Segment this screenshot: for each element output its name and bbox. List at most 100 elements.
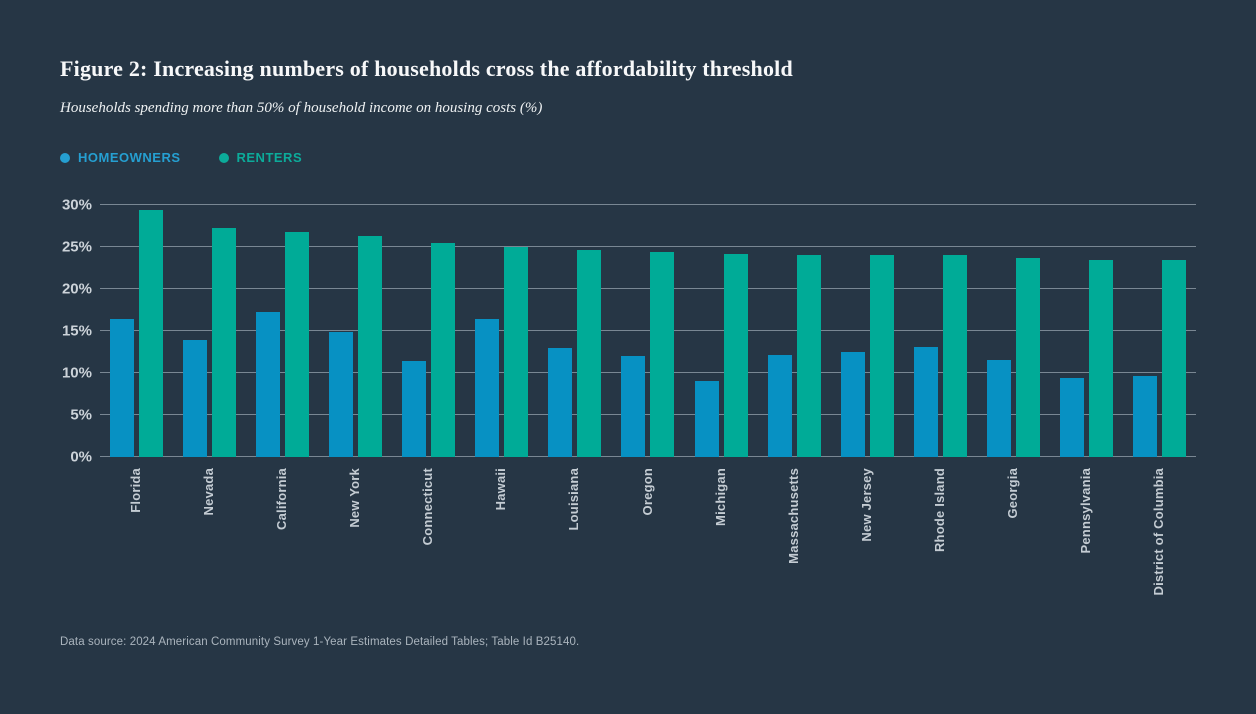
x-axis: Florida Nevada California New York Connectic… — [100, 468, 1196, 596]
x-axis-label: Florida — [128, 468, 144, 513]
bar-group — [1123, 205, 1196, 457]
x-axis-label-cell: Florida — [100, 468, 173, 596]
bar-group — [904, 205, 977, 457]
x-axis-label-cell: Georgia — [977, 468, 1050, 596]
bar-group — [831, 205, 904, 457]
x-axis-label-cell: Connecticut — [392, 468, 465, 596]
y-axis-tick-label: 10% — [61, 364, 92, 382]
bar-groups — [100, 205, 1196, 457]
bar-group — [685, 205, 758, 457]
bar-group — [977, 205, 1050, 457]
renters-bar — [577, 250, 602, 457]
bar-group — [538, 205, 611, 457]
bar-group — [758, 205, 831, 457]
x-axis-label: Massachusetts — [785, 468, 801, 564]
gridline — [100, 414, 1196, 415]
renters-legend-label: RENTERS — [236, 150, 303, 165]
bar-group — [392, 205, 465, 457]
chart-legend: HOMEOWNERS RENTERS — [60, 150, 302, 165]
homeowners-bar — [256, 311, 281, 457]
renters-bar — [796, 254, 821, 457]
renters-legend-dot-icon — [218, 152, 229, 163]
x-axis-label-cell: Rhode Island — [904, 468, 977, 596]
renters-bar — [1161, 260, 1186, 457]
x-axis-label-cell: Michigan — [685, 468, 758, 596]
homeowners-bar — [694, 380, 719, 457]
homeowners-bar — [913, 346, 938, 457]
figure-subtitle: Households spending more than 50% of hou… — [60, 100, 543, 116]
gridline — [100, 246, 1196, 247]
renters-bar — [212, 227, 237, 457]
x-axis-label: Pennsylvania — [1077, 468, 1093, 554]
homeowners-bar — [402, 361, 427, 457]
y-axis: 0% 5% 10% 15% 20% 25% 30% — [0, 198, 92, 465]
bar-group — [246, 205, 319, 457]
x-axis-label: New Jersey — [858, 468, 874, 542]
x-axis-label: District of Columbia — [1150, 468, 1166, 596]
homeowners-bar — [767, 354, 792, 457]
y-axis-tick-label: 25% — [61, 238, 92, 256]
x-axis-label: New York — [347, 468, 363, 528]
x-axis-label-cell: Pennsylvania — [1050, 468, 1123, 596]
homeowners-legend-label: HOMEOWNERS — [78, 150, 181, 165]
homeowners-bar — [183, 340, 208, 457]
x-axis-label-cell: Massachusetts — [758, 468, 831, 596]
renters-bar — [139, 210, 164, 457]
x-axis-label: Nevada — [201, 468, 217, 516]
y-axis-tick-label: 0% — [70, 448, 92, 466]
homeowners-bar — [110, 319, 135, 457]
renters-bar — [431, 242, 456, 457]
gridline — [100, 288, 1196, 289]
figure-title: Figure 2: Increasing numbers of househol… — [60, 56, 793, 81]
homeowners-bar — [1132, 376, 1157, 457]
renters-bar — [1015, 257, 1040, 457]
homeowners-bar — [986, 359, 1011, 457]
homeowners-bar — [1059, 378, 1084, 457]
homeowners-bar — [621, 356, 646, 457]
bar-group — [173, 205, 246, 457]
gridline — [100, 204, 1196, 205]
homeowners-bar — [840, 352, 865, 457]
x-axis-label-cell: Hawaii — [465, 468, 538, 596]
plot-area — [100, 204, 1196, 457]
homeowners-bar — [548, 347, 573, 457]
x-axis-label: Michigan — [712, 468, 728, 526]
x-axis-label: Connecticut — [420, 468, 436, 546]
bar-group — [465, 205, 538, 457]
x-axis-label-cell: Nevada — [173, 468, 246, 596]
x-axis-label-cell: Louisiana — [538, 468, 611, 596]
bar-group — [1050, 205, 1123, 457]
bar-group — [100, 205, 173, 457]
x-axis-label: Rhode Island — [931, 468, 947, 553]
x-axis-label-cell: Oregon — [611, 468, 684, 596]
homeowners-bar — [329, 331, 354, 457]
renters-bar — [650, 252, 675, 457]
legend-item-homeowners: HOMEOWNERS — [60, 150, 181, 165]
renters-bar — [285, 231, 310, 457]
renters-bar — [942, 255, 967, 457]
legend-item-renters: RENTERS — [218, 150, 303, 165]
gridline — [100, 372, 1196, 373]
bar-group — [319, 205, 392, 457]
gridline — [100, 456, 1196, 457]
x-axis-label: California — [274, 468, 290, 530]
x-axis-label-cell: New York — [319, 468, 392, 596]
x-axis-label-cell: California — [246, 468, 319, 596]
gridline — [100, 330, 1196, 331]
homeowners-legend-dot-icon — [60, 152, 70, 163]
renters-bar — [723, 253, 748, 457]
gridlines — [100, 204, 1196, 457]
data-source-note: Data source: 2024 American Community Sur… — [60, 636, 580, 648]
renters-bar — [358, 236, 383, 457]
x-axis-label: Oregon — [639, 468, 655, 516]
x-axis-label-cell: District of Columbia — [1123, 468, 1196, 596]
renters-bar — [1088, 259, 1113, 457]
x-axis-label: Louisiana — [566, 468, 582, 531]
homeowners-bar — [475, 319, 500, 457]
y-axis-tick-label: 20% — [61, 280, 92, 298]
x-axis-label: Georgia — [1004, 468, 1020, 519]
renters-bar — [504, 247, 529, 457]
x-axis-label: Hawaii — [493, 468, 509, 511]
y-axis-tick-label: 30% — [61, 196, 92, 214]
y-axis-tick-label: 5% — [70, 406, 92, 424]
